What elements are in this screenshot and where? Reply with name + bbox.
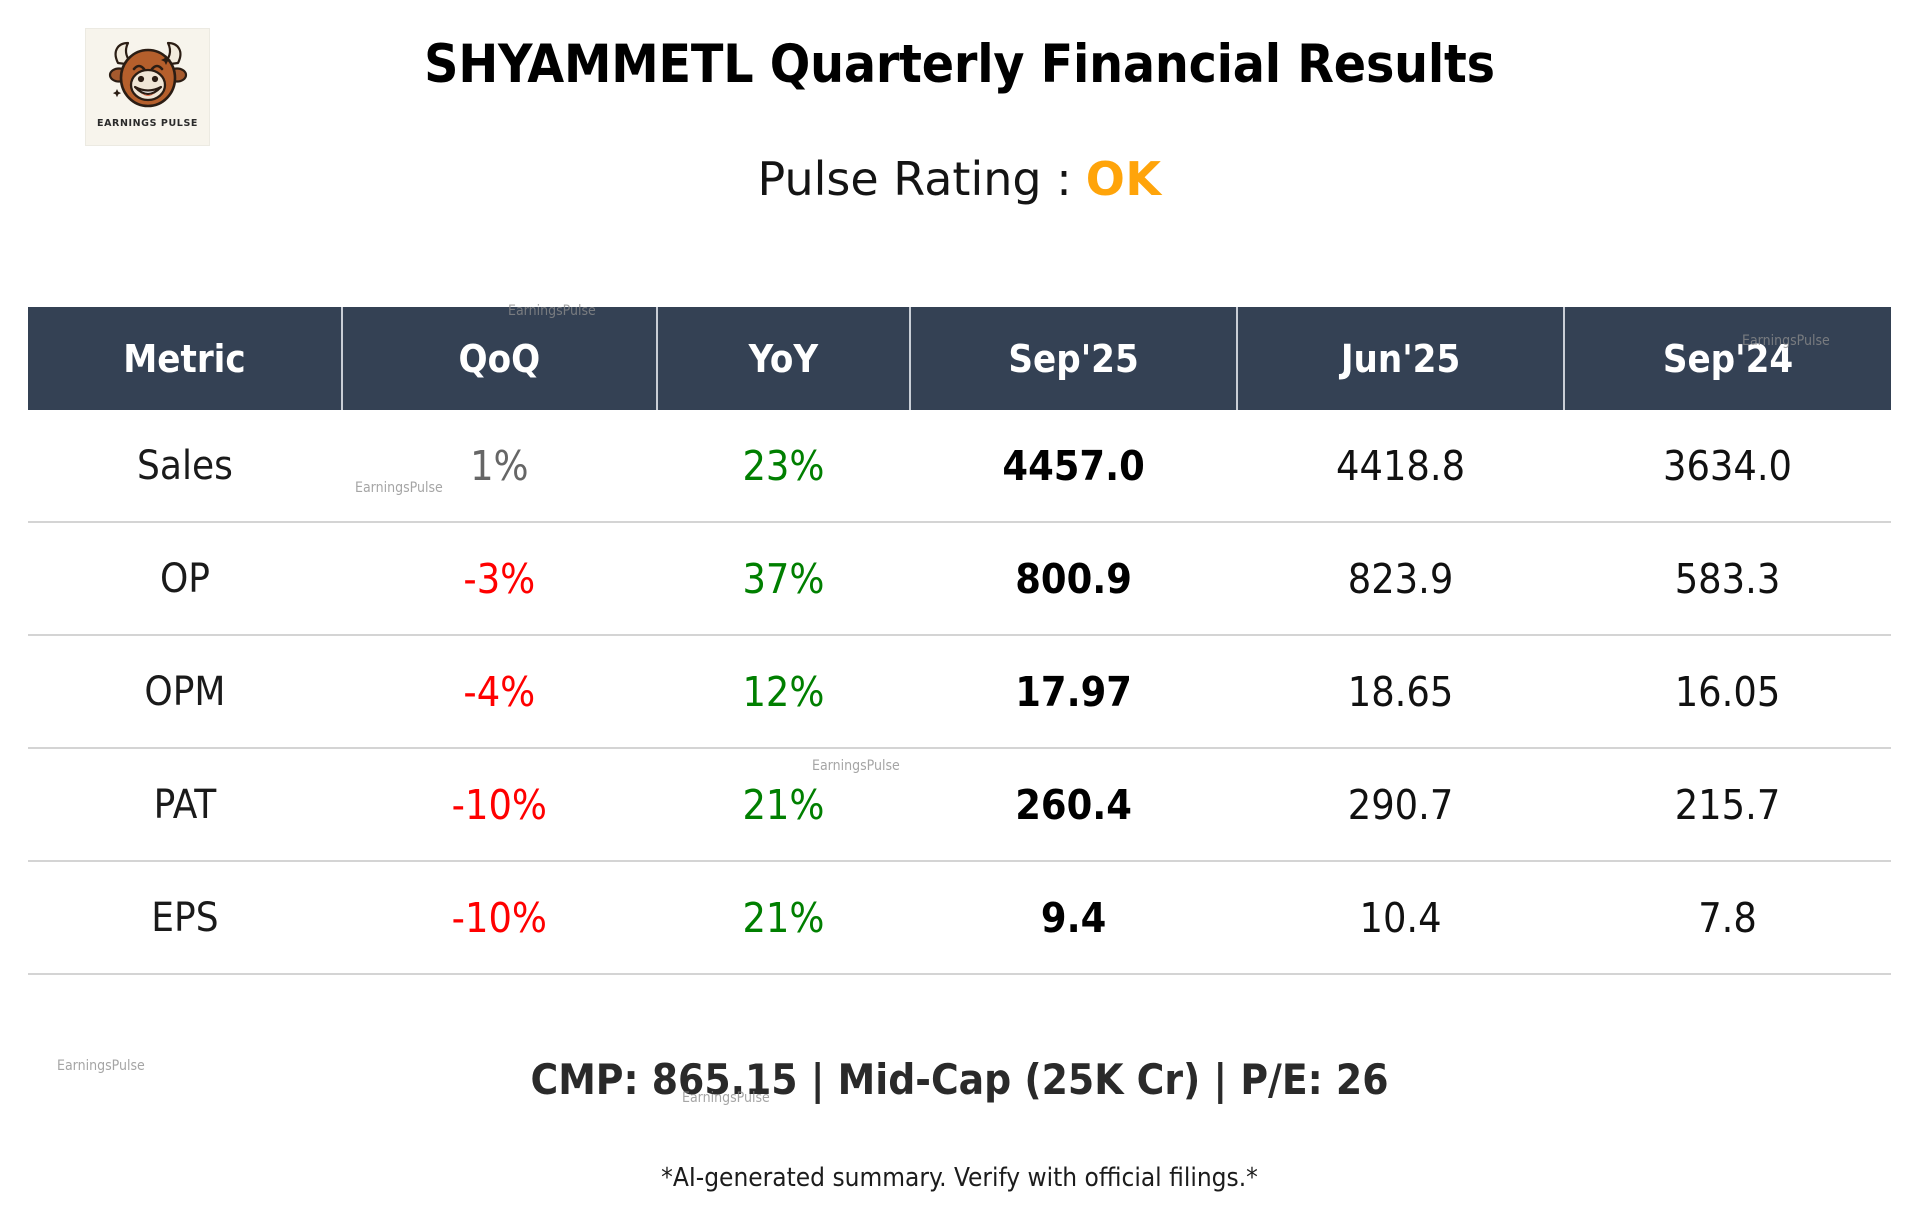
table-row: OPM -4% 12% 17.97 18.65 16.05: [28, 635, 1891, 749]
cell-yoy: 21%: [656, 748, 911, 862]
table-row: OP -3% 37% 800.9 823.9 583.3: [28, 522, 1891, 636]
cell-metric: OPM: [28, 635, 342, 749]
results-table: Metric QoQ YoY Sep'25 Jun'25 Sep'24 Sale…: [28, 307, 1891, 975]
cell-metric: Sales: [28, 410, 342, 523]
cell-yoy: 23%: [656, 410, 911, 523]
cell-jun25: 823.9: [1237, 522, 1565, 636]
cell-yoy: 37%: [656, 522, 911, 636]
column-header-qoq: QoQ: [341, 307, 658, 410]
cell-sep25: 9.4: [910, 861, 1238, 975]
cell-sep25: 4457.0: [910, 410, 1238, 523]
column-header-yoy: YoY: [656, 307, 912, 410]
cell-jun25: 10.4: [1237, 861, 1565, 975]
disclaimer-text: *AI-generated summary. Verify with offic…: [661, 1163, 1258, 1193]
page-header: EARNINGS PULSE SHYAMMETL Quarterly Finan…: [0, 0, 1919, 250]
cell-jun25: 4418.8: [1237, 410, 1565, 523]
column-header-jun25: Jun'25: [1237, 307, 1566, 410]
pulse-rating: Pulse Rating : OK: [0, 152, 1919, 206]
brand-logo-text: EARNINGS PULSE: [96, 118, 198, 129]
cell-sep24: 583.3: [1564, 522, 1891, 636]
cmp-summary-line: CMP: 865.15 | Mid-Cap (25K Cr) | P/E: 26: [530, 1055, 1389, 1104]
cell-sep24: 215.7: [1564, 748, 1891, 862]
cell-jun25: 18.65: [1237, 635, 1565, 749]
cell-sep25: 17.97: [910, 635, 1238, 749]
financial-results-table: Metric QoQ YoY Sep'25 Jun'25 Sep'24 Sale…: [28, 307, 1891, 975]
column-header-metric: Metric: [28, 307, 343, 410]
cell-metric: PAT: [28, 748, 342, 862]
cell-qoq: -3%: [341, 522, 657, 636]
cell-sep25: 800.9: [910, 522, 1238, 636]
bull-mascot-icon: [104, 35, 192, 117]
cell-jun25: 290.7: [1237, 748, 1565, 862]
table-header-row: Metric QoQ YoY Sep'25 Jun'25 Sep'24: [28, 307, 1891, 410]
page-title: SHYAMMETL Quarterly Financial Results: [424, 34, 1495, 95]
brand-logo: EARNINGS PULSE: [85, 28, 210, 146]
table-row: Sales 1% 23% 4457.0 4418.8 3634.0: [28, 410, 1891, 523]
cell-metric: OP: [28, 522, 342, 636]
cell-qoq: 1%: [341, 410, 657, 523]
cell-qoq: -10%: [341, 861, 657, 975]
column-header-sep25: Sep'25: [910, 307, 1239, 410]
table-row: PAT -10% 21% 260.4 290.7 215.7: [28, 748, 1891, 862]
cell-qoq: -4%: [341, 635, 657, 749]
pulse-rating-label: Pulse Rating :: [757, 152, 1072, 206]
column-header-sep24: Sep'24: [1564, 307, 1891, 410]
cell-qoq: -10%: [341, 748, 657, 862]
cell-yoy: 21%: [656, 861, 911, 975]
cell-sep25: 260.4: [910, 748, 1238, 862]
cell-sep24: 16.05: [1564, 635, 1891, 749]
cell-yoy: 12%: [656, 635, 911, 749]
table-row: EPS -10% 21% 9.4 10.4 7.8: [28, 861, 1891, 975]
cell-sep24: 7.8: [1564, 861, 1891, 975]
pulse-rating-value: OK: [1085, 152, 1162, 206]
cell-metric: EPS: [28, 861, 342, 975]
cell-sep24: 3634.0: [1564, 410, 1891, 523]
